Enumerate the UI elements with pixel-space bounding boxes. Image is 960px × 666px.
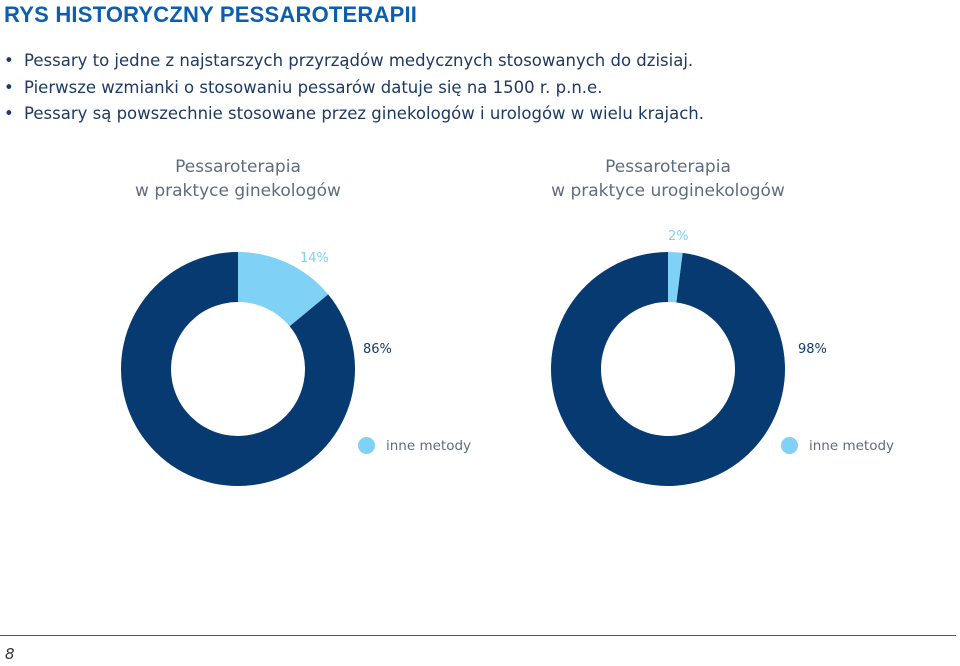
chart-title-line: w praktyce uroginekologów bbox=[551, 181, 785, 201]
footer-divider bbox=[0, 635, 956, 636]
legend-label: inne metody bbox=[809, 437, 895, 454]
donut-chart bbox=[121, 252, 355, 486]
legend-swatch bbox=[781, 437, 798, 454]
donut-slice-minor bbox=[668, 252, 683, 303]
slice-label-major: 86% bbox=[363, 342, 392, 357]
urogynecologists-chart: Pessaroterapia w praktyce uroginekologów… bbox=[480, 155, 960, 495]
chart-title-line: Pessaroterapia bbox=[175, 157, 301, 177]
page-number: 8 bbox=[5, 645, 15, 663]
legend-swatch bbox=[358, 437, 375, 454]
chart-title-line: Pessaroterapia bbox=[605, 157, 731, 177]
section-heading: RYS HISTORYCZNY PESSAROTERAPII bbox=[4, 2, 418, 27]
donut-chart bbox=[551, 252, 785, 486]
bullet-item: Pessary to jedne z najstarszych przyrząd… bbox=[2, 48, 952, 75]
bullet-list: Pessary to jedne z najstarszych przyrząd… bbox=[2, 48, 952, 128]
bullet-item: Pierwsze wzmianki o stosowaniu pessarów … bbox=[2, 75, 952, 102]
chart-title: Pessaroterapia w praktyce ginekologów bbox=[118, 155, 358, 203]
gynecologists-chart: Pessaroterapia w praktyce ginekologów 14… bbox=[0, 155, 480, 495]
chart-title-line: w praktyce ginekologów bbox=[135, 181, 341, 201]
legend: inne metody bbox=[781, 437, 894, 454]
slice-label-minor: 14% bbox=[300, 251, 329, 266]
legend-label: inne metody bbox=[386, 437, 472, 454]
slice-label-major: 98% bbox=[798, 342, 827, 357]
slice-label-minor: 2% bbox=[668, 229, 689, 244]
chart-title: Pessaroterapia w praktyce uroginekologów bbox=[538, 155, 798, 203]
donut-slice-minor bbox=[238, 252, 329, 327]
donut-slice-major bbox=[551, 252, 785, 486]
donut-slice-major bbox=[121, 252, 355, 486]
bullet-item: Pessary są powszechnie stosowane przez g… bbox=[2, 101, 952, 128]
legend: inne metody bbox=[358, 437, 471, 454]
